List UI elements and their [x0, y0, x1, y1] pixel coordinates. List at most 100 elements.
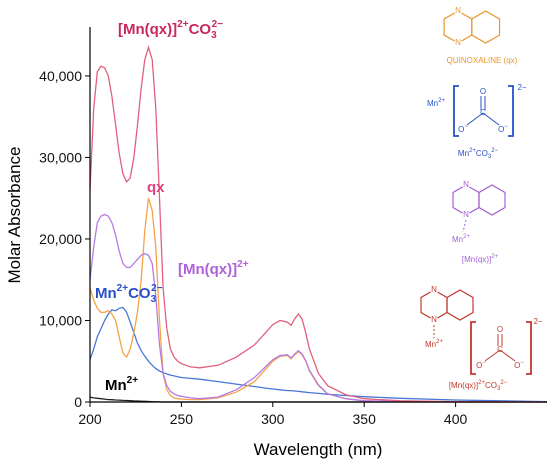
label-part: 2+ [117, 283, 129, 294]
label-part: 2+ [491, 254, 498, 260]
label-part: 2+ [177, 19, 189, 30]
series-line [89, 45, 548, 403]
label-part: [Mn(qx)] [462, 255, 491, 264]
x-tick-label: 350 [353, 411, 377, 427]
atom: O [480, 87, 486, 96]
ring [471, 10, 501, 44]
x-tick-label: 300 [261, 411, 285, 427]
x-tick-label: 250 [170, 411, 194, 427]
structure-carbonate: Mn2+ O C O− O− 2− Mn2+CO32− [427, 83, 527, 160]
atom-part: 2+ [438, 98, 445, 104]
label-part: 2+ [469, 148, 476, 154]
y-tick-label: 20,000 [39, 231, 82, 247]
structure-label: [Mn(qx)]2+ [462, 254, 499, 264]
label-part: 2+ [478, 380, 485, 386]
atom-part: − [520, 360, 524, 366]
x-tick-label: 400 [444, 411, 468, 427]
atom: N [455, 6, 461, 15]
series-label: Mn2+ [105, 375, 138, 394]
atom-part: − [464, 124, 468, 130]
structure-label: QUINOXALINE (qx) [447, 56, 518, 65]
atom-part: O [514, 361, 520, 370]
atom-part: O [498, 125, 504, 134]
atom: O− [498, 124, 508, 134]
structure-label: [Mn(qx)]2+CO32− [449, 380, 508, 392]
atom: O− [458, 124, 468, 134]
label-part: 2− [212, 19, 224, 30]
label-part: 2− [151, 283, 163, 294]
series-line [89, 306, 548, 403]
atom-bg [430, 286, 438, 294]
atom-part: − [482, 360, 486, 366]
atom: N [463, 180, 469, 189]
bracket [453, 85, 514, 137]
series-label: [Mn(qx)]2+ [178, 259, 249, 278]
y-tick-label: 40,000 [39, 68, 82, 84]
atom: N [431, 285, 437, 294]
series-label: [Mn(qx)]2+CO32− [118, 19, 223, 41]
atom-part: Mn [425, 340, 436, 349]
label-part: 3 [488, 154, 492, 160]
atom-bg [454, 39, 462, 47]
y-tick-label: 10,000 [39, 312, 82, 328]
series-line [89, 198, 547, 403]
label-part: 2+ [127, 375, 139, 386]
atom: C [480, 108, 486, 117]
structure-qx: N N QUINOXALINE (qx) [447, 6, 518, 65]
x-axis-label: Wavelength (nm) [254, 440, 383, 459]
structure-mn-qx: N N Mn2+ [Mn(qx)]2+ [452, 180, 499, 264]
atom: N [455, 38, 461, 47]
label-part: [Mn(qx)] [178, 261, 237, 278]
label-part: CO [476, 149, 488, 158]
series-label: qx [147, 179, 165, 196]
bond [462, 219, 467, 233]
y-tick-label: 0 [74, 394, 82, 410]
label-part: 3 [211, 30, 217, 41]
label-part: Mn [105, 377, 127, 394]
atom: O [497, 325, 503, 334]
x-tick-label: 200 [78, 411, 102, 427]
atom: N [431, 315, 437, 324]
y-tick-label: 30,000 [39, 149, 82, 165]
atom: C [497, 345, 503, 354]
label-part: CO [128, 285, 151, 302]
atom-part: Mn [427, 99, 438, 108]
series-label: Mn2+CO32− [95, 283, 163, 305]
atom-part: 2+ [463, 234, 470, 240]
label-part: [Mn(qx)] [449, 381, 478, 390]
label-part: Mn [458, 149, 469, 158]
atom-part: − [504, 124, 508, 130]
series-layer [89, 45, 548, 403]
atom: O− [514, 360, 524, 370]
atom: O− [476, 360, 486, 370]
label-part: 2+ [237, 259, 249, 270]
atom: Mn2+ [425, 339, 443, 349]
atom-bg [430, 316, 438, 324]
atom-bg [462, 181, 470, 189]
bond [466, 96, 500, 126]
structure-label: Mn2+CO32− [458, 148, 499, 160]
atom-part: Mn [452, 235, 463, 244]
label-part: 2− [500, 380, 507, 386]
atom: Mn2+ [427, 98, 445, 108]
atom: Mn2+ [452, 234, 470, 244]
ring [446, 289, 474, 321]
bond [484, 334, 516, 362]
structure-mn-qx-carbonate: N N Mn2+ O C O− O− 2− [Mn(qx)]2+CO32− [425, 285, 543, 392]
label-part: CO [189, 21, 212, 38]
atom-bg [462, 211, 470, 219]
label-part: Mn [95, 285, 117, 302]
y-axis-label: Molar Absorbance [5, 146, 24, 283]
atom-part: O [476, 361, 482, 370]
label-part: 3 [497, 386, 501, 392]
structure-rings [420, 10, 506, 321]
label-part: [Mn(qx)] [118, 21, 177, 38]
atom-bg [454, 7, 462, 15]
bracket [470, 321, 532, 375]
atom-part: 2+ [436, 339, 443, 345]
axes: 0 10,000 20,000 30,000 40,000 200 250 300 350 400 [39, 27, 547, 427]
atom: 2− [533, 317, 542, 326]
atom-part: O [458, 125, 464, 134]
